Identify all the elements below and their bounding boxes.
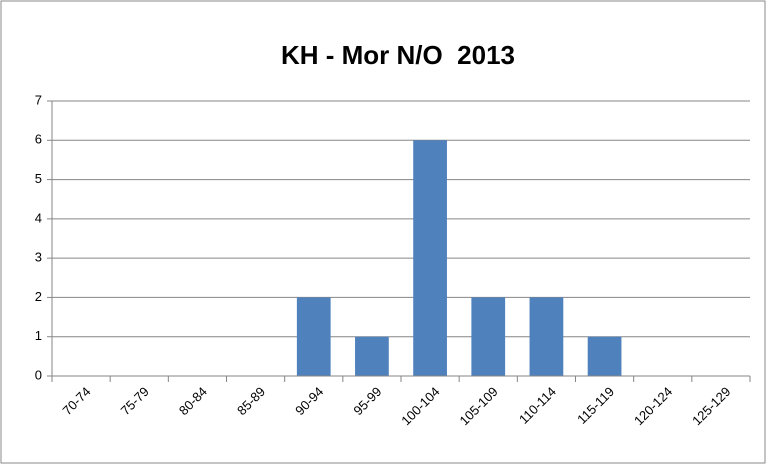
bar: [355, 336, 389, 376]
bar: [471, 297, 506, 376]
bar: [413, 140, 447, 376]
bar: [296, 297, 331, 376]
y-tick-label: 1: [35, 328, 42, 343]
chart-title: KH - Mor N/O 2013: [281, 40, 515, 70]
bar: [587, 336, 622, 376]
y-tick-label: 5: [35, 171, 42, 186]
y-tick-label: 0: [35, 367, 42, 382]
y-tick-label: 3: [35, 250, 42, 265]
bar: [529, 297, 564, 376]
y-tick-label: 4: [35, 210, 42, 225]
y-tick-label: 2: [35, 289, 42, 304]
y-tick-label: 6: [35, 132, 42, 147]
y-tick-label: 7: [35, 92, 42, 107]
